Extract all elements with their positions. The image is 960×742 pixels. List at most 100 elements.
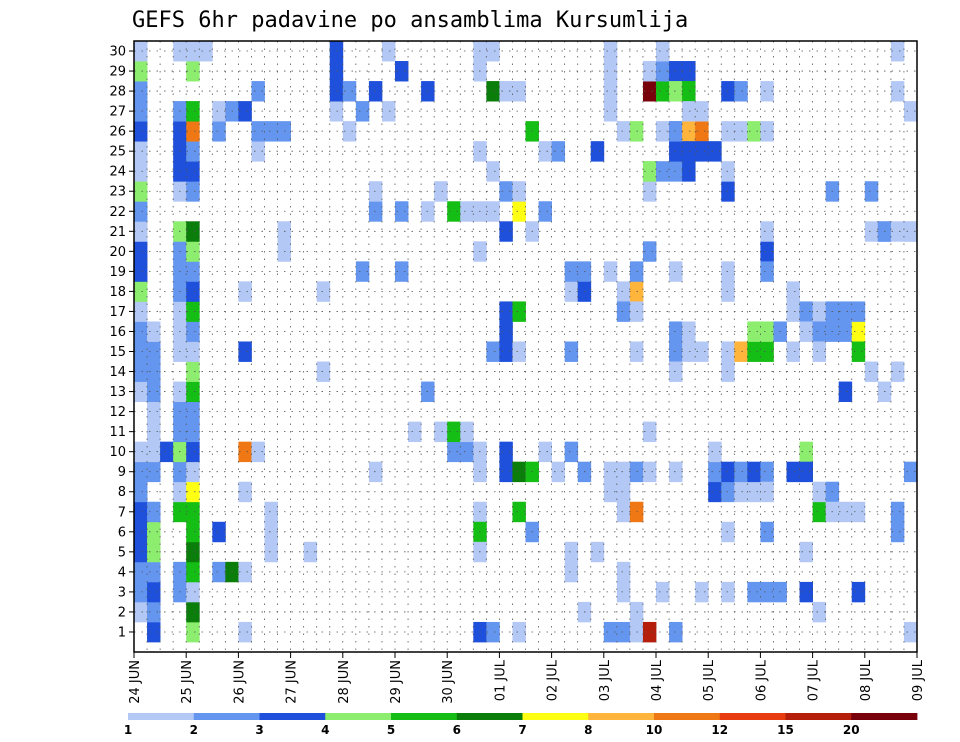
heatmap-cell — [564, 341, 579, 362]
heatmap-cell — [499, 221, 513, 242]
heatmap-cell — [760, 81, 774, 102]
heatmap-cell — [812, 341, 827, 362]
heatmap-cell — [147, 601, 161, 623]
heatmap-cell — [134, 81, 148, 102]
heatmap-cell — [147, 521, 161, 543]
heatmap-cell — [890, 501, 905, 523]
heatmap-cell — [682, 161, 696, 182]
heatmap-cell — [212, 521, 226, 543]
heatmap-cell — [760, 241, 774, 262]
heatmap-cell — [147, 401, 161, 423]
heatmap-cell — [395, 261, 409, 282]
heatmap-cell — [799, 541, 813, 563]
heatmap-cell — [799, 321, 813, 342]
colorbar: 1 2 3 4 5 6 7 8 10 12 15 20 — [124, 713, 918, 737]
heatmap-cell — [186, 501, 200, 523]
heatmap-cell — [147, 581, 161, 603]
y-tick-label: 13 — [109, 385, 126, 400]
heatmap-cell — [499, 181, 513, 202]
heatmap-cell — [864, 361, 879, 382]
x-tick-label: 09 JUL — [911, 659, 926, 701]
colorbar-label: 8 — [584, 723, 592, 737]
y-tick-label: 9 — [118, 465, 126, 480]
heatmap-cell — [812, 501, 827, 523]
heatmap-cell — [238, 281, 252, 302]
heatmap-cell — [669, 621, 683, 643]
heatmap-cell — [903, 461, 918, 483]
y-tick-label: 26 — [109, 125, 126, 140]
heatmap-cell — [251, 441, 265, 463]
x-tick-label: 07 JUL — [807, 659, 822, 701]
heatmap-cell — [512, 501, 526, 523]
heatmap-cell — [864, 221, 879, 242]
x-tick-label: 30 JUN — [441, 660, 456, 704]
heatmap-cell — [134, 541, 148, 563]
heatmap-cell — [616, 281, 631, 302]
heatmap-cell — [682, 141, 696, 162]
heatmap-cell — [760, 261, 774, 282]
heatmap-cell — [590, 141, 605, 162]
colorbar-swatch — [193, 713, 260, 720]
heatmap-cell — [669, 361, 683, 382]
heatmap-cell — [134, 181, 148, 202]
heatmap-cell — [864, 181, 879, 202]
y-tick-label: 5 — [118, 545, 126, 560]
colorbar-label: 10 — [646, 723, 663, 737]
heatmap-cell — [316, 281, 331, 302]
heatmap-cell — [642, 421, 657, 443]
heatmap-cell — [616, 581, 631, 603]
heatmap-cell — [134, 381, 148, 402]
heatmap-cell — [838, 381, 853, 402]
heatmap-cell — [682, 101, 696, 122]
heatmap-cell — [486, 161, 500, 182]
x-tick-label: 05 JUL — [702, 659, 717, 701]
heatmap-cell — [238, 441, 252, 463]
heatmap-cell — [903, 221, 918, 242]
heatmap-cell — [134, 441, 148, 463]
colorbar-label: 15 — [777, 723, 794, 737]
heatmap-cell — [499, 461, 513, 483]
y-tick-label: 14 — [109, 365, 126, 380]
heatmap-cell — [212, 121, 226, 142]
heatmap-cell — [147, 461, 161, 483]
heatmap-cell — [186, 261, 200, 282]
heatmap-cell — [603, 81, 618, 102]
y-tick-label: 24 — [109, 165, 126, 180]
heatmap-cell — [734, 481, 748, 503]
heatmap-cell — [682, 321, 696, 342]
heatmap-cell — [160, 441, 174, 463]
heatmap-cell — [186, 621, 200, 643]
heatmap-cell — [642, 461, 657, 483]
heatmap-cell — [434, 421, 448, 443]
heatmap-cell — [760, 521, 774, 543]
heatmap-cell — [499, 341, 513, 362]
heatmap-cell — [499, 441, 513, 463]
heatmap-cell — [838, 301, 853, 322]
heatmap-cell — [812, 481, 827, 503]
heatmap-cell — [186, 181, 200, 202]
heatmap-cell — [851, 501, 866, 523]
heatmap-cell — [812, 301, 827, 322]
y-tick-label: 22 — [109, 205, 126, 220]
colorbar-label: 5 — [387, 723, 395, 737]
heatmap-cell — [134, 221, 148, 242]
heatmap-cell — [838, 501, 853, 523]
heatmap-cell — [147, 341, 161, 362]
colorbar-swatch — [325, 713, 392, 720]
colorbar-label: 1 — [124, 723, 132, 737]
heatmap-cell — [512, 621, 526, 643]
heatmap-cell — [212, 561, 226, 583]
heatmap-cell — [381, 41, 396, 62]
heatmap-cell — [903, 621, 918, 643]
y-tick-label: 11 — [109, 425, 126, 440]
heatmap-cell — [642, 181, 657, 202]
heatmap-cell — [760, 581, 774, 603]
y-tick-label: 10 — [109, 445, 126, 460]
heatmap-cell — [147, 561, 161, 583]
heatmap-cell — [238, 341, 252, 362]
heatmap-cell — [486, 41, 500, 62]
heatmap-cell — [838, 321, 853, 342]
heatmap-cell — [381, 101, 396, 122]
y-tick-label: 7 — [118, 505, 126, 520]
heatmap-cell — [134, 141, 148, 162]
